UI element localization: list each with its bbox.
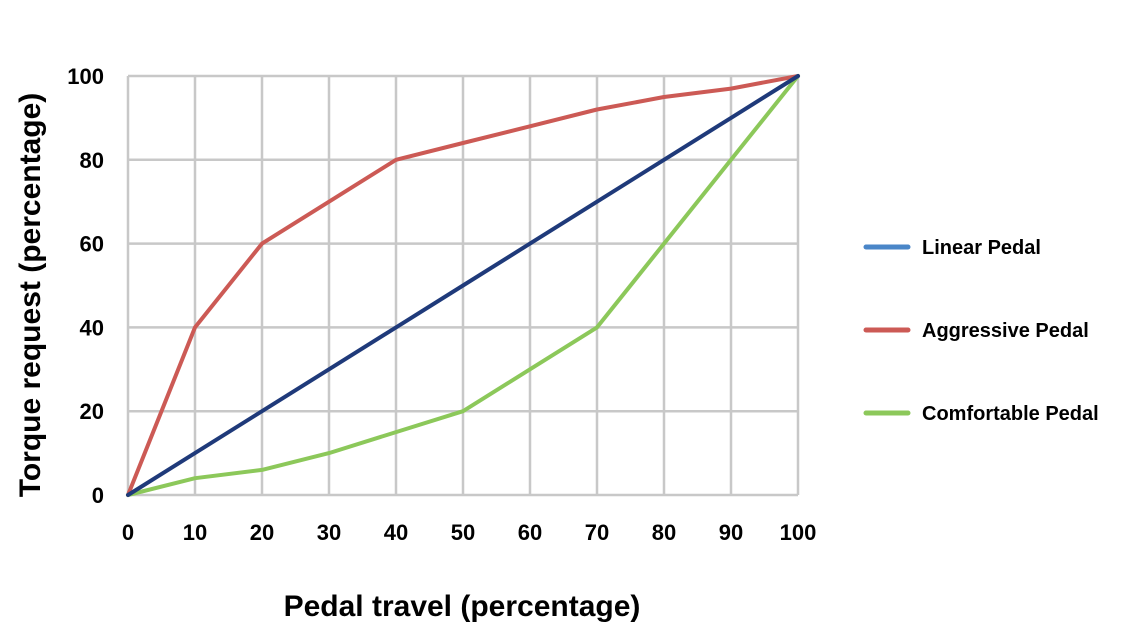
y-tick-label: 80	[80, 148, 104, 173]
x-axis-title: Pedal travel (percentage)	[284, 590, 641, 623]
legend-label-linear-pedal: Linear Pedal	[922, 237, 1041, 259]
series-line-comfortable-pedal	[126, 74, 800, 497]
x-tick-label: 30	[317, 520, 341, 545]
legend: Linear Pedal Aggressive Pedal Comfortable …	[863, 237, 1099, 425]
y-tick-label: 0	[92, 483, 104, 508]
x-tick-label: 90	[719, 520, 743, 545]
y-tick-label: 40	[80, 315, 104, 340]
x-tick-label: 100	[780, 520, 817, 545]
series-line-linear-pedal	[126, 74, 800, 497]
x-tick-label: 40	[384, 520, 408, 545]
x-tick-label: 20	[250, 520, 274, 545]
x-tick-label: 50	[451, 520, 475, 545]
x-tick-label: 60	[518, 520, 542, 545]
y-tick-label: 100	[67, 64, 104, 89]
tick-labels: 0 10 20 30 40 50 60 70 80 90 100 0 20 40 60 80 100	[67, 64, 816, 545]
series-lines	[126, 74, 800, 497]
legend-label-aggressive-pedal: Aggressive Pedal	[922, 320, 1089, 342]
y-axis-title: Torque request (percentage)	[14, 93, 47, 498]
y-tick-label: 60	[80, 232, 104, 257]
x-tick-label: 80	[652, 520, 676, 545]
x-tick-label: 0	[122, 520, 134, 545]
legend-label-comfortable-pedal: Comfortable Pedal	[922, 403, 1099, 425]
x-tick-label: 10	[183, 520, 207, 545]
y-tick-label: 20	[80, 399, 104, 424]
x-tick-label: 70	[585, 520, 609, 545]
series-line-aggressive-pedal	[126, 74, 800, 497]
